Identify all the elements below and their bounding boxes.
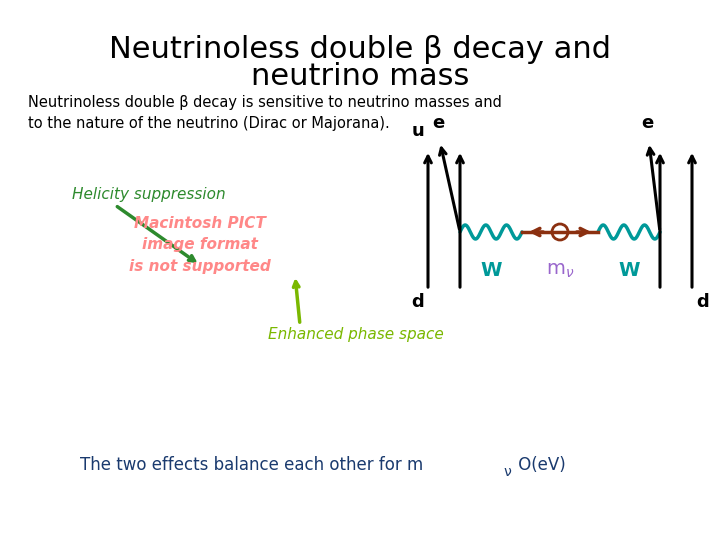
Text: neutrino mass: neutrino mass (251, 62, 469, 91)
Text: W: W (618, 260, 640, 280)
Text: Macintosh PICT
image format
is not supported: Macintosh PICT image format is not suppo… (129, 217, 271, 273)
Text: u: u (411, 122, 424, 140)
Text: Helicity suppression: Helicity suppression (72, 187, 225, 202)
Text: e: e (432, 114, 444, 132)
Text: O(eV): O(eV) (513, 456, 566, 474)
Text: ν: ν (503, 465, 511, 479)
Text: e: e (641, 114, 653, 132)
Text: d: d (696, 293, 708, 311)
Text: Enhanced phase space: Enhanced phase space (268, 327, 444, 342)
Text: Neutrinoless double β decay and: Neutrinoless double β decay and (109, 35, 611, 64)
Text: d: d (411, 293, 424, 311)
Text: Neutrinoless double β decay is sensitive to neutrino masses and
to the nature of: Neutrinoless double β decay is sensitive… (28, 95, 502, 131)
Text: m$_\nu$: m$_\nu$ (546, 260, 575, 280)
Text: The two effects balance each other for m: The two effects balance each other for m (80, 456, 423, 474)
Text: W: W (480, 260, 502, 280)
